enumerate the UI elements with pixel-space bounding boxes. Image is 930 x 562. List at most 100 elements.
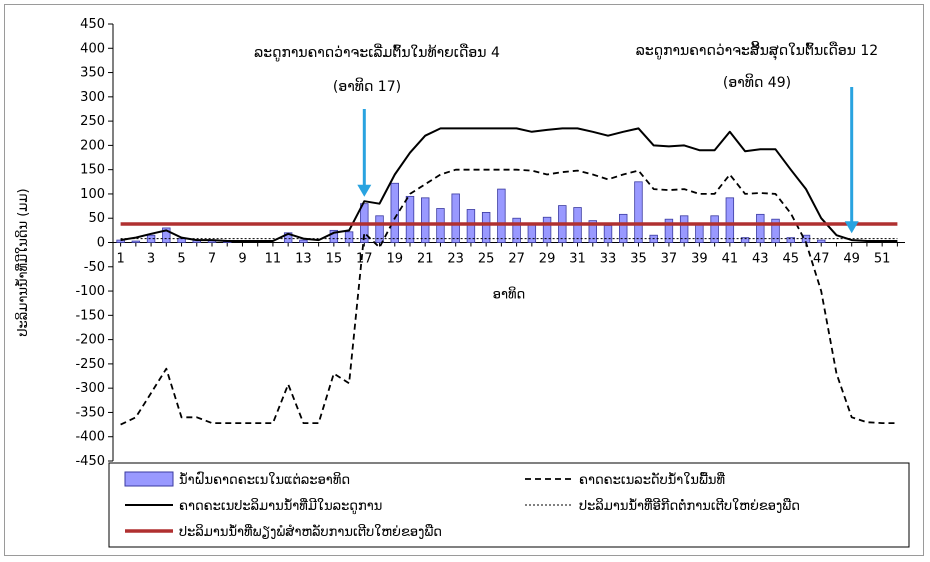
- y-tick-label: 50: [88, 211, 105, 226]
- bar: [695, 222, 704, 243]
- chart-frame: -450 -400 -350 -300 -250 -200 -150 -100 -50 0 50 10…: [4, 4, 924, 556]
- y-tick-label: 100: [80, 187, 105, 202]
- x-tick-label: 49: [843, 252, 860, 267]
- bar: [756, 213, 765, 243]
- bar: [619, 213, 628, 243]
- x-tick-label: 27: [508, 252, 525, 267]
- chart-svg: -450 -400 -350 -300 -250 -200 -150 -100 -50 0 50 10…: [15, 17, 910, 548]
- legend-label: ປະລິມານນ້ຳທີ່ພຽງພໍສຳຫລັບການເຕີບໃຫຍ່ຂອງພື…: [179, 524, 442, 540]
- legend-swatch: [124, 471, 174, 487]
- bars-layer: [116, 181, 826, 243]
- bar: [710, 215, 719, 243]
- bar: [603, 225, 613, 243]
- series-line-2: [120, 127, 898, 242]
- bar: [299, 239, 308, 243]
- y-tick-label: 400: [80, 41, 105, 56]
- y-tick-label: 300: [80, 90, 105, 105]
- y-tick-label: 200: [80, 138, 105, 153]
- annotation-week: (ອາທິດ 17): [333, 77, 401, 95]
- bar: [679, 215, 689, 243]
- legend-label: ຄາດຄະເນປະລິມານນ້ຳທີ່ມີໃນລະດູການ: [179, 498, 382, 514]
- y-tick-label: -350: [75, 405, 105, 420]
- bar: [786, 237, 795, 243]
- x-tick-label: 51: [874, 252, 891, 267]
- y-tick-label: -200: [75, 333, 105, 348]
- x-tick-label: 1: [116, 252, 124, 267]
- bar: [451, 193, 460, 243]
- bar: [512, 217, 521, 243]
- bar: [405, 195, 415, 243]
- x-tick-label: 47: [813, 252, 830, 267]
- annotation-arrowhead: [844, 221, 859, 234]
- bar: [375, 215, 384, 243]
- x-tick-label: 39: [691, 252, 708, 267]
- y-tick-label: -250: [75, 357, 105, 372]
- y-tick-label: -150: [75, 308, 105, 323]
- legend-label: ນ້ຳຝົນຄາດຄະເນໃນແຕ່ລະອາທິດ: [179, 472, 350, 488]
- x-tick-label: 5: [177, 252, 185, 267]
- x-tick-label: 31: [569, 252, 586, 267]
- y-tick-label: 450: [80, 17, 105, 32]
- bar: [390, 182, 399, 243]
- bar: [146, 234, 156, 243]
- bar: [283, 232, 293, 243]
- x-tick-label: 3: [147, 252, 155, 267]
- y-tick-label: -450: [75, 454, 105, 469]
- y-tick-label: -300: [75, 381, 105, 396]
- annotation-arrowhead: [357, 184, 372, 197]
- x-tick-label: 23: [447, 252, 464, 267]
- x-tick-label: 25: [478, 252, 495, 267]
- bar: [542, 216, 552, 243]
- bar: [497, 188, 506, 243]
- x-tick-label: 17: [356, 252, 373, 267]
- annotations-layer: ລະດູການຄາດວ່າຈະເລີ່ມຕົ້ນໃນທ້າຍເດືອນ 4 (ອາ…: [254, 41, 878, 234]
- bar: [344, 231, 354, 243]
- y-tick-label: 0: [97, 236, 105, 251]
- x-tick-label: 43: [752, 252, 769, 267]
- bar: [177, 238, 186, 243]
- y-tick-label: 150: [80, 163, 105, 178]
- lines-layer: [120, 127, 898, 426]
- legend-label: ປະລິມານນ້ຳທີ່ອີກີດຕໍ່ການເຕີບໃຫຍ່ຂອງພືດ: [579, 498, 800, 514]
- bar: [481, 211, 491, 243]
- bar: [634, 181, 643, 243]
- x-tick-label: 45: [782, 252, 799, 267]
- annotation-text: ລະດູການຄາດວ່າຈະສິ້ນສຸດໃນຕົ້ນເດືອນ 12: [636, 41, 878, 60]
- bar: [664, 218, 674, 243]
- bar: [588, 220, 597, 243]
- x-tick-label: 11: [265, 252, 282, 267]
- annotation-text: ລະດູການຄາດວ່າຈະເລີ່ມຕົ້ນໃນທ້າຍເດືອນ 4: [254, 43, 500, 61]
- y-tick-label: -100: [75, 284, 105, 299]
- x-tick-label: 29: [539, 252, 556, 267]
- bar: [131, 240, 141, 243]
- x-tick-label: 7: [208, 252, 216, 267]
- x-tick-label: 35: [630, 252, 647, 267]
- x-tick-label: 15: [326, 252, 343, 267]
- x-tick-label: 9: [238, 252, 246, 267]
- bar: [329, 229, 339, 243]
- y-axis-title: ປະລິມານນ້ຳທີ່ມີໃນດິນ (ມມ): [15, 188, 31, 336]
- bar: [740, 237, 750, 243]
- x-axis-title: ອາທິດ: [493, 286, 525, 302]
- legend: ນ້ຳຝົນຄາດຄະເນໃນແຕ່ລະອາທິດ ຄາດຄະເນລະດັບນ້ຳ…: [108, 462, 910, 548]
- axes-layer: -450 -400 -350 -300 -250 -200 -150 -100 -50 0 50 10…: [15, 17, 905, 469]
- bar: [725, 197, 735, 243]
- bar: [527, 223, 537, 243]
- series-line-1: [120, 168, 898, 426]
- x-tick-label: 37: [661, 252, 678, 267]
- bar: [466, 209, 476, 243]
- bar: [771, 218, 780, 243]
- y-tick-label: -400: [75, 430, 105, 445]
- legend-label: ຄາດຄະເນລະດັບນ້ຳໃນພື້ນທີ່: [579, 472, 725, 488]
- x-tick-label: 19: [386, 252, 403, 267]
- legend-box: [108, 462, 910, 548]
- x-tick-label: 21: [417, 252, 434, 267]
- y-tick-label: 250: [80, 114, 105, 129]
- bar: [421, 197, 430, 243]
- x-tick-label: 33: [600, 252, 617, 267]
- annotation-week: (ອາທິດ 49): [723, 73, 791, 91]
- x-tick-label: 41: [722, 252, 739, 267]
- y-tick-label: -50: [84, 260, 105, 275]
- x-tick-label: 13: [295, 252, 312, 267]
- bar: [162, 227, 171, 243]
